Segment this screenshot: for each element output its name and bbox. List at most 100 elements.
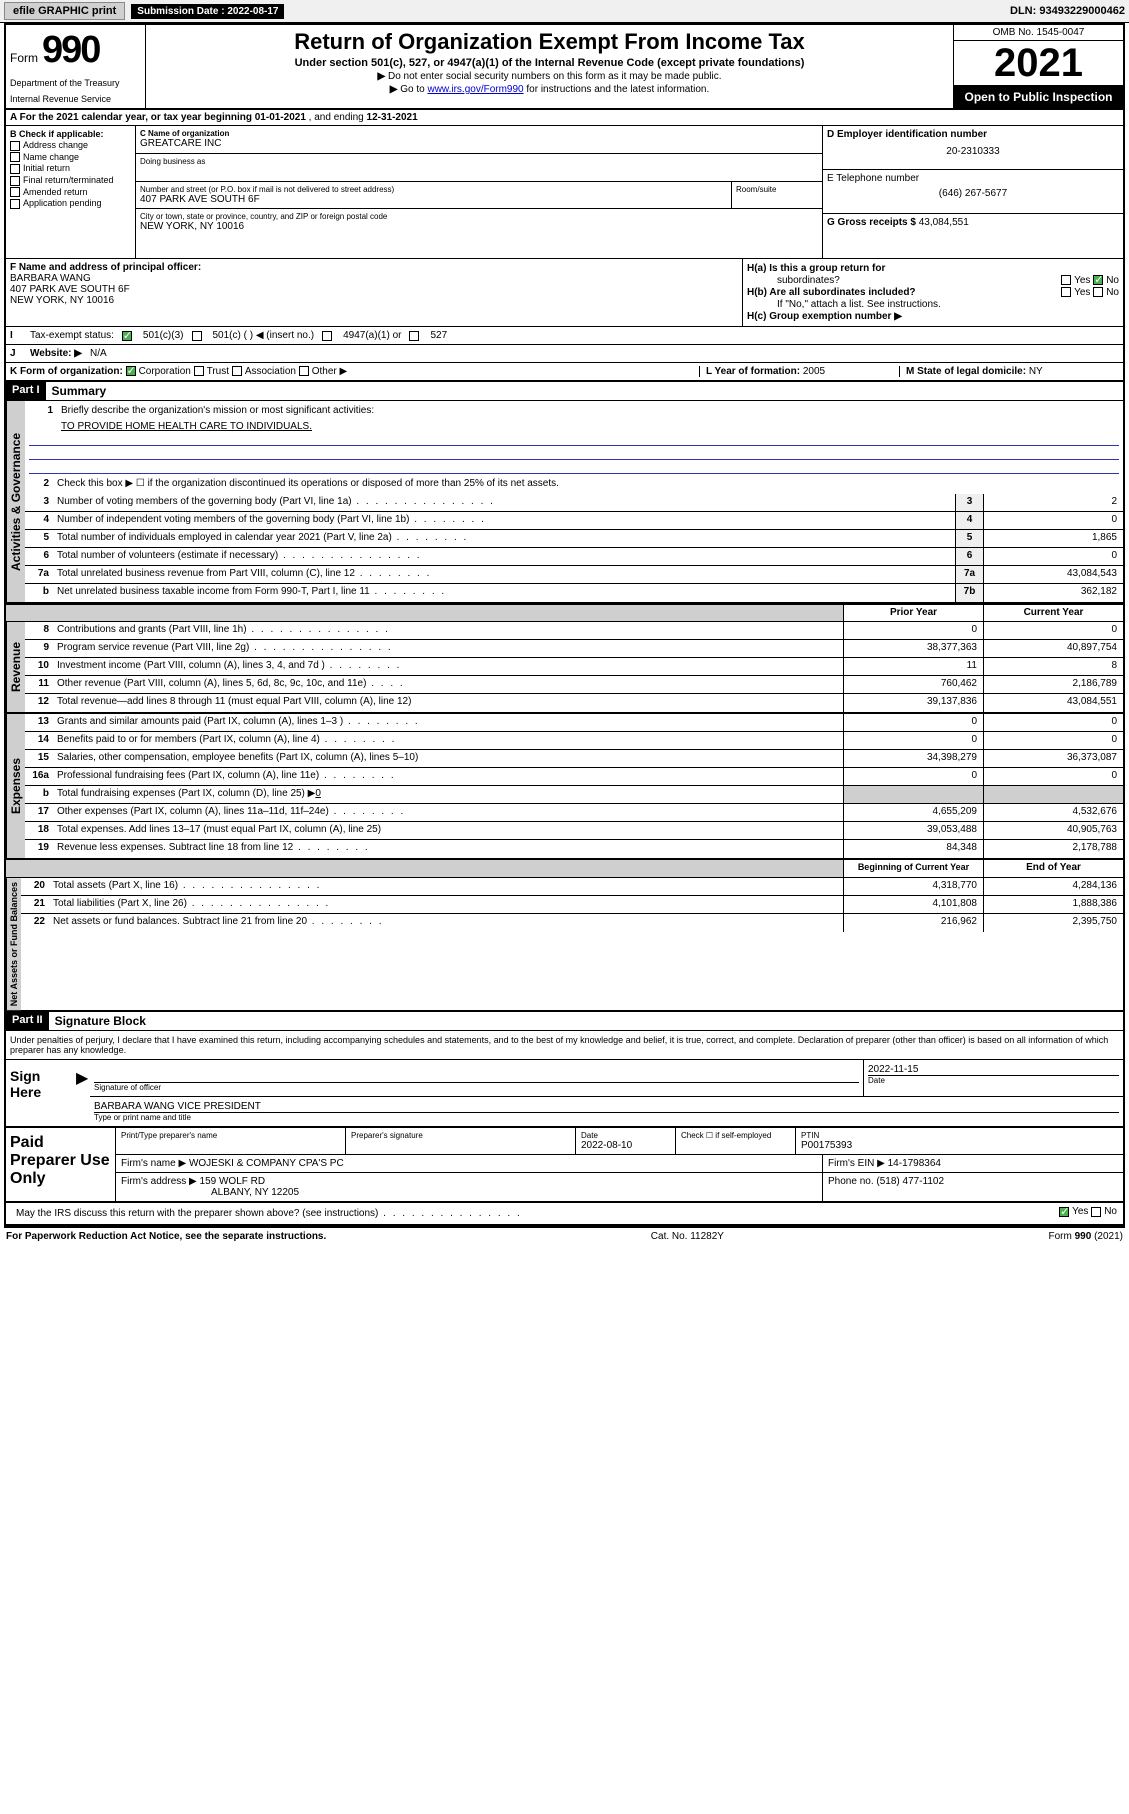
line21-text: Total liabilities (Part X, line 26)	[49, 896, 843, 913]
chk-irs-yes[interactable]	[1059, 1207, 1069, 1217]
form-number: 990	[42, 29, 99, 72]
col-d: D Employer identification number 20-2310…	[823, 126, 1123, 258]
row-a-label: A For the 2021 calendar year, or tax yea…	[10, 112, 252, 123]
line9-prior: 38,377,363	[843, 640, 983, 657]
chk-name-change[interactable]: Name change	[10, 152, 131, 163]
preparer-name-label: Print/Type preparer's name	[121, 1131, 340, 1140]
hb-label: H(b) Are all subordinates included?	[747, 287, 916, 298]
row-a-mid: , and ending	[309, 112, 364, 123]
chk-application-pending[interactable]: Application pending	[10, 198, 131, 209]
open-inspection: Open to Public Inspection	[954, 86, 1123, 108]
line16a-curr: 0	[983, 768, 1123, 785]
tel-label: E Telephone number	[827, 173, 1119, 184]
officer-name-title: BARBARA WANG VICE PRESIDENT	[94, 1101, 1119, 1112]
chk-527[interactable]	[409, 331, 419, 341]
declaration: Under penalties of perjury, I declare th…	[6, 1031, 1123, 1059]
chk-501c3[interactable]	[122, 331, 132, 341]
form-subtitle: Under section 501(c), 527, or 4947(a)(1)…	[154, 57, 945, 69]
chk-initial-return[interactable]: Initial return	[10, 163, 131, 174]
line20-curr: 4,284,136	[983, 878, 1123, 895]
line7b-val: 362,182	[983, 584, 1123, 602]
section-expenses: Expenses 13Grants and similar amounts pa…	[6, 714, 1123, 860]
state-domicile: NY	[1029, 366, 1043, 377]
dept-treasury: Department of the Treasury	[10, 78, 141, 88]
line12-curr: 43,084,551	[983, 694, 1123, 712]
row-a-end: 12-31-2021	[367, 112, 418, 123]
chk-assoc[interactable]	[232, 366, 242, 376]
irs-label: Internal Revenue Service	[10, 94, 141, 104]
row-j: J Website: ▶ N/A	[6, 345, 1123, 363]
vlabel-expenses: Expenses	[6, 714, 25, 858]
may-irs-discuss: May the IRS discuss this return with the…	[12, 1206, 957, 1221]
org-name-label: C Name of organization	[140, 129, 818, 138]
line16b-text: Total fundraising expenses (Part IX, col…	[57, 788, 315, 799]
ein-value: 20-2310333	[827, 146, 1119, 157]
line19-curr: 2,178,788	[983, 840, 1123, 858]
line21-curr: 1,888,386	[983, 896, 1123, 913]
line10-curr: 8	[983, 658, 1123, 675]
ptin-value: P00175393	[801, 1140, 1118, 1151]
col-h: H(a) Is this a group return for subordin…	[743, 259, 1123, 326]
chk-501c[interactable]	[192, 331, 202, 341]
line3-text: Number of voting members of the governin…	[53, 494, 955, 511]
line17-prior: 4,655,209	[843, 804, 983, 821]
tax-year: 2021	[954, 41, 1123, 86]
chk-amended-return[interactable]: Amended return	[10, 187, 131, 198]
line8-curr: 0	[983, 622, 1123, 639]
line22-text: Net assets or fund balances. Subtract li…	[49, 914, 843, 932]
chk-other[interactable]	[299, 366, 309, 376]
row-i: I Tax-exempt status: 501(c)(3) 501(c) ( …	[6, 327, 1123, 345]
line14-prior: 0	[843, 732, 983, 749]
line18-prior: 39,053,488	[843, 822, 983, 839]
line16a-text: Professional fundraising fees (Part IX, …	[53, 768, 843, 785]
line19-prior: 84,348	[843, 840, 983, 858]
chk-irs-no[interactable]	[1091, 1207, 1101, 1217]
form-ref: Form 990 (2021)	[1049, 1231, 1123, 1242]
form-container: Form 990 Department of the Treasury Inte…	[4, 23, 1125, 1228]
gross-value: 43,084,551	[919, 217, 969, 228]
chk-address-change[interactable]: Address change	[10, 140, 131, 151]
prior-year-hdr: Prior Year	[843, 605, 983, 621]
line16b-val: 0	[315, 788, 321, 799]
form-title: Return of Organization Exempt From Incom…	[154, 29, 945, 55]
line12-text: Total revenue—add lines 8 through 11 (mu…	[53, 694, 843, 712]
line7a-text: Total unrelated business revenue from Pa…	[53, 566, 955, 583]
officer-label: F Name and address of principal officer:	[10, 262, 738, 273]
chk-trust[interactable]	[194, 366, 204, 376]
line10-prior: 11	[843, 658, 983, 675]
paid-preparer-table: Paid Preparer Use Only Print/Type prepar…	[6, 1126, 1123, 1203]
tax-status-label: Tax-exempt status:	[30, 330, 114, 341]
ein-label: D Employer identification number	[827, 129, 1119, 140]
part2-title: Signature Block	[49, 1012, 152, 1030]
type-name-label: Type or print name and title	[94, 1112, 1119, 1122]
block-fh: F Name and address of principal officer:…	[6, 259, 1123, 327]
chk-corp[interactable]	[126, 366, 136, 376]
firm-addr1: 159 WOLF RD	[200, 1176, 266, 1187]
hb-note: If "No," attach a list. See instructions…	[747, 299, 941, 310]
chk-final-return[interactable]: Final return/terminated	[10, 175, 131, 186]
line10-text: Investment income (Part VIII, column (A)…	[53, 658, 843, 675]
sign-arrow-icon: ▶	[76, 1060, 90, 1126]
chk-4947[interactable]	[322, 331, 332, 341]
year-formation: 2005	[803, 366, 825, 377]
vlabel-ag: Activities & Governance	[6, 401, 25, 602]
phone-label: Phone no.	[828, 1176, 874, 1187]
ha-label: H(a) Is this a group return for	[747, 263, 885, 274]
preparer-date-label: Date	[581, 1131, 670, 1140]
line3-val: 2	[983, 494, 1123, 511]
ha-label2: subordinates?	[747, 275, 840, 286]
line22-prior: 216,962	[843, 914, 983, 932]
header-right: OMB No. 1545-0047 2021 Open to Public In…	[953, 25, 1123, 108]
line22-curr: 2,395,750	[983, 914, 1123, 932]
irs-link[interactable]: www.irs.gov/Form990	[427, 84, 523, 95]
pra-notice: For Paperwork Reduction Act Notice, see …	[6, 1231, 326, 1242]
sign-here-table: Sign Here ▶ Signature of officer 2022-11…	[6, 1059, 1123, 1126]
sig-date-label: Date	[868, 1075, 1119, 1085]
instr-2-post: for instructions and the latest informat…	[524, 84, 710, 95]
ha-yes: Yes	[1074, 275, 1090, 286]
submission-date-label: Submission Date :	[137, 6, 224, 17]
firm-name-label: Firm's name ▶	[121, 1158, 186, 1169]
line11-prior: 760,462	[843, 676, 983, 693]
col-b-head: B Check if applicable:	[10, 129, 131, 139]
line13-curr: 0	[983, 714, 1123, 731]
